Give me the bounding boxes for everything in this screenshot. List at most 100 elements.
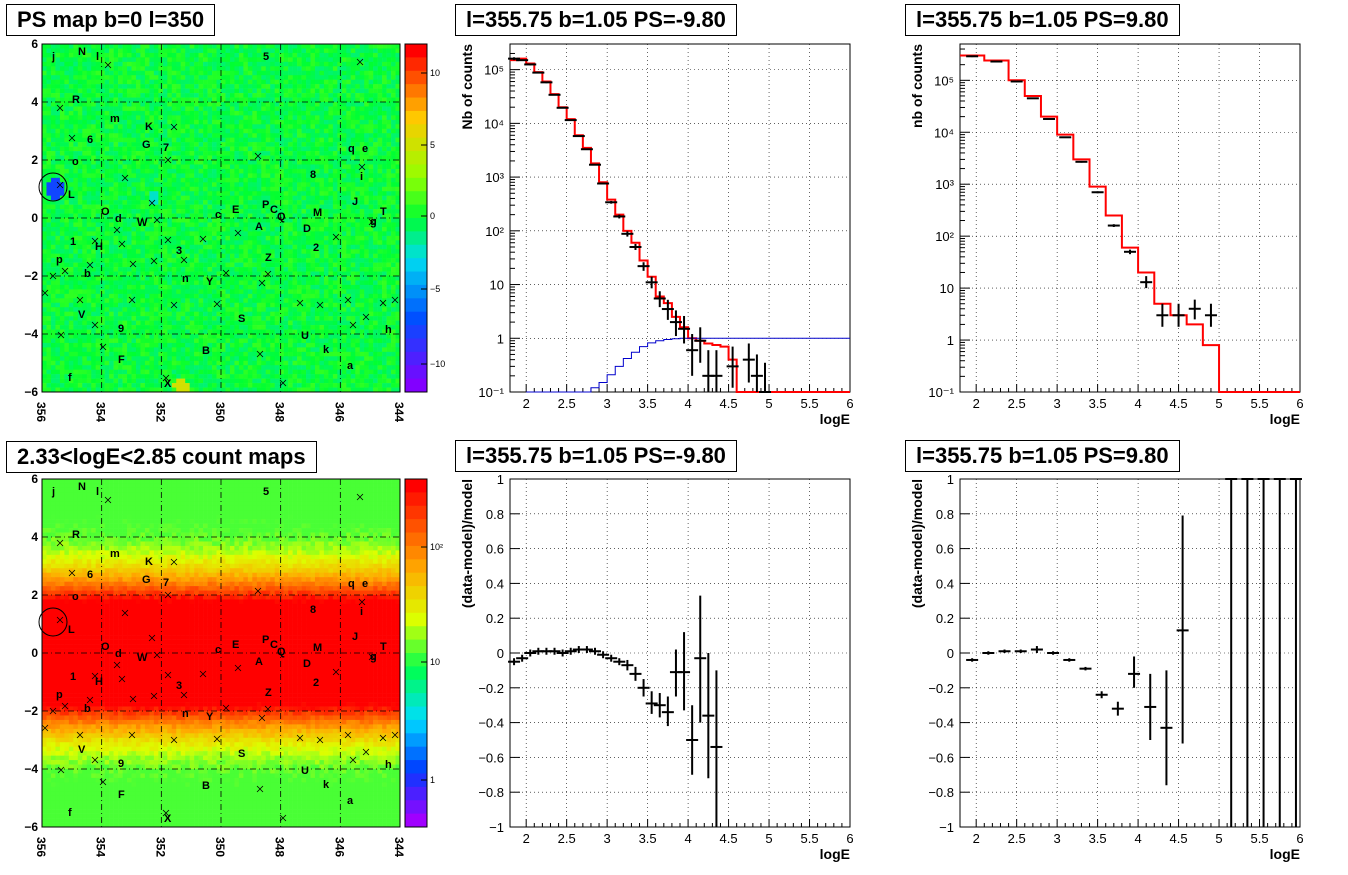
map-cell xyxy=(135,70,141,76)
map-cell xyxy=(323,235,329,241)
map-cell xyxy=(135,44,141,49)
map-cell xyxy=(301,115,307,121)
map-cell xyxy=(364,253,369,259)
map-cell xyxy=(109,186,114,192)
map-cell xyxy=(247,209,253,214)
map-cell xyxy=(328,244,334,250)
map-cell xyxy=(341,240,347,246)
map-cell xyxy=(131,110,137,116)
map-cell xyxy=(337,133,343,138)
map-cell xyxy=(382,61,387,67)
map-cell xyxy=(252,124,258,130)
map-cell xyxy=(252,70,258,76)
map-cell xyxy=(189,52,195,58)
map-cell xyxy=(377,102,383,107)
map-cell xyxy=(301,191,307,196)
map-cell xyxy=(270,213,275,219)
map-cell xyxy=(297,280,302,286)
map-cell xyxy=(198,97,204,103)
map-cell xyxy=(140,110,146,116)
map-cell xyxy=(122,168,128,174)
map-cell xyxy=(270,93,275,98)
map-cell xyxy=(274,61,280,67)
map-cell xyxy=(292,48,298,54)
map-cell xyxy=(50,88,56,94)
map-cell xyxy=(229,106,235,112)
map-cell xyxy=(323,293,329,299)
map-cell xyxy=(261,75,267,80)
map-cell xyxy=(171,253,177,259)
map-cell xyxy=(221,115,226,121)
map-cell xyxy=(113,213,119,219)
map-cell xyxy=(386,124,392,130)
map-cell xyxy=(82,128,88,134)
map-cell xyxy=(212,307,217,312)
map-cell xyxy=(50,293,56,299)
map-cell xyxy=(100,253,105,259)
map-cell xyxy=(203,79,208,85)
map-cell xyxy=(341,110,347,116)
map-cell xyxy=(301,289,307,295)
map-cell xyxy=(153,262,159,268)
map-cell xyxy=(229,204,235,210)
map-cell xyxy=(364,79,369,85)
map-cell xyxy=(180,177,186,183)
map-cell xyxy=(77,151,83,156)
map-cell xyxy=(122,128,128,134)
map-cell xyxy=(50,168,56,174)
map-cell xyxy=(337,276,343,281)
map-cell xyxy=(256,222,262,228)
map-cell xyxy=(55,66,61,72)
map-cell xyxy=(122,155,128,161)
map-cell xyxy=(212,280,217,286)
map-cell xyxy=(310,110,316,116)
map-cell xyxy=(225,142,231,147)
map-cell xyxy=(328,280,334,286)
map-cell xyxy=(207,168,213,174)
map-cell xyxy=(50,218,56,223)
map-cell xyxy=(95,262,101,268)
map-cell xyxy=(68,110,74,116)
map-cell xyxy=(104,244,110,250)
map-cell xyxy=(301,102,307,107)
map-cell xyxy=(256,119,262,125)
map-cell xyxy=(243,249,249,254)
map-cell xyxy=(328,79,334,85)
map-cell xyxy=(109,66,114,72)
map-cell xyxy=(162,119,168,125)
map-cell xyxy=(377,97,383,103)
map-cell xyxy=(391,284,396,290)
map-cell xyxy=(140,271,146,277)
map-cell xyxy=(127,137,132,143)
map-cell xyxy=(162,271,168,277)
map-cell xyxy=(158,244,164,250)
map-cell xyxy=(95,75,101,80)
map-cell xyxy=(274,137,280,143)
map-cell xyxy=(368,276,374,281)
map-cell xyxy=(292,119,298,125)
map-cell xyxy=(158,320,164,326)
map-cell xyxy=(319,164,325,170)
map-cell xyxy=(158,302,164,308)
map-cell xyxy=(306,173,311,179)
map-cell xyxy=(221,66,226,72)
map-cell xyxy=(229,307,235,312)
map-cell xyxy=(91,75,96,80)
map-cell xyxy=(180,79,186,85)
map-cell xyxy=(310,302,316,308)
map-cell xyxy=(109,226,114,232)
map-cell xyxy=(185,151,190,156)
map-cell xyxy=(131,61,137,67)
map-cell xyxy=(212,284,217,290)
map-cell xyxy=(261,316,267,321)
map-cell xyxy=(109,177,114,183)
map-cell xyxy=(229,271,235,277)
map-cell xyxy=(323,110,329,116)
map-cell xyxy=(86,106,92,112)
map-cell xyxy=(73,249,79,254)
map-cell xyxy=(135,177,141,183)
map-cell xyxy=(368,213,374,219)
map-cell xyxy=(319,244,325,250)
map-cell xyxy=(221,204,226,210)
map-cell xyxy=(288,307,293,312)
